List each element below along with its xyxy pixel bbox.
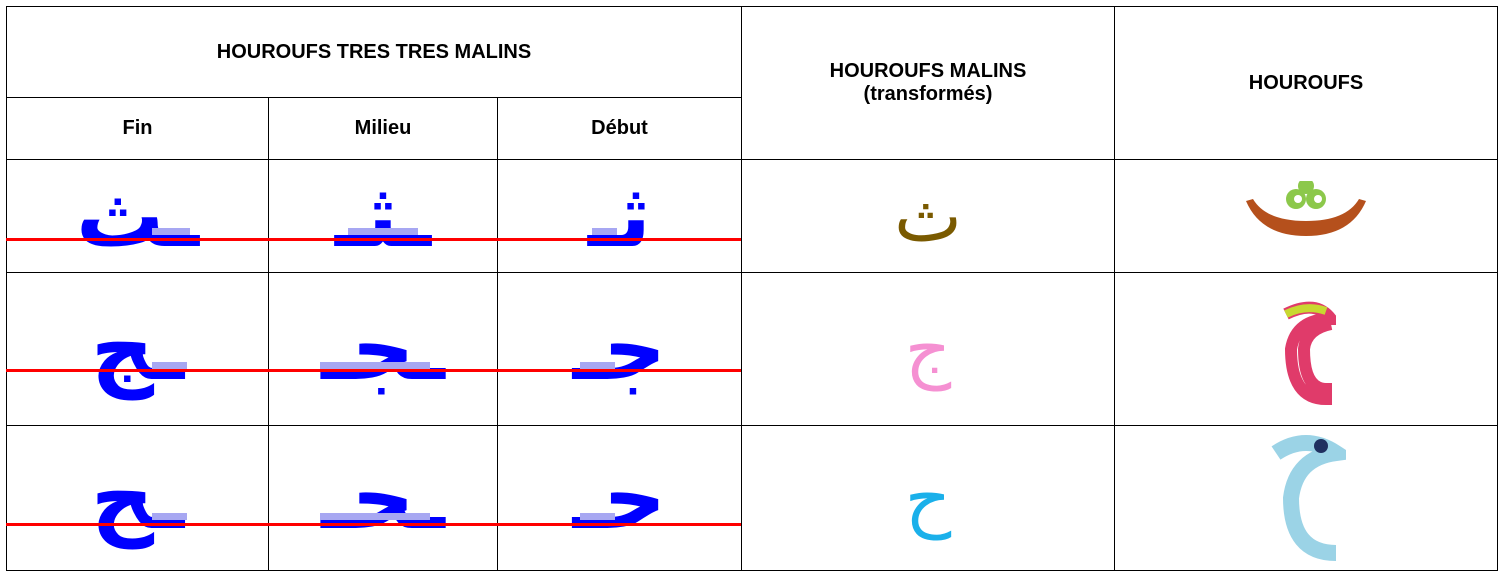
arabic-letter: ـث [75,164,200,267]
arabic-letter: ث [894,174,962,258]
highlight [580,362,615,369]
baseline [6,369,741,372]
malins-line: (transformés) [863,83,993,105]
baseline [6,523,741,526]
arabic-letter: ج [904,307,952,391]
malins-line: HOUROUFS MALINS [829,60,1027,82]
column-header: Début [497,97,742,160]
arabic-letter: ـج [90,297,185,400]
letter-row: ـث ـثـ ثـ ث [6,159,1498,273]
arabic-letter: ثـ [587,164,652,267]
letter-cell: حـ [497,425,742,571]
column-header: Fin [6,97,269,160]
malins-header: HOUROUFS MALINS (transformés) [741,6,1115,160]
letter-cell: ـح [6,425,269,571]
mascot [1271,435,1346,561]
letter-row: ـح ـحـ حـ ح [6,425,1498,571]
highlight [320,513,430,520]
mascot-cell [1114,159,1498,273]
highlight [580,513,615,520]
letter-cell: ج [741,272,1115,426]
highlight [592,228,617,235]
letter-cell: جـ [497,272,742,426]
baseline [6,238,741,241]
hourouf-header: HOUROUFS [1114,6,1498,160]
arabic-letter: ـح [90,446,185,549]
letters-table: HOUROUFS TRES TRES MALINS HOUROUFS MALIN… [6,6,1498,571]
letter-cell: ـثـ [268,159,498,273]
highlight [348,228,418,235]
letter-cell: ـث [6,159,269,273]
arabic-letter: ـثـ [334,164,432,267]
letter-cell: ث [741,159,1115,273]
letter-cell: ح [741,425,1115,571]
letter-cell: ـجـ [268,272,498,426]
arabic-letter: ح [904,456,952,540]
arabic-letter: حـ [572,446,667,549]
arabic-letter: جـ [572,297,667,400]
mascot-cell [1114,272,1498,426]
mascot [1283,301,1336,406]
mascot [1246,181,1366,236]
letter-cell: ـج [6,272,269,426]
arabic-letter: ـجـ [321,297,445,400]
mascot-cell [1114,425,1498,571]
letter-cell: ـحـ [268,425,498,571]
highlight [152,362,187,369]
letter-row: ـج ـجـ جـ ج [6,272,1498,426]
arabic-letter: ـحـ [321,446,445,549]
group-header: HOUROUFS TRES TRES MALINS [6,6,742,98]
letter-cell: ثـ [497,159,742,273]
column-header: Milieu [268,97,498,160]
highlight [320,362,430,369]
highlight [152,513,187,520]
highlight [152,228,190,235]
